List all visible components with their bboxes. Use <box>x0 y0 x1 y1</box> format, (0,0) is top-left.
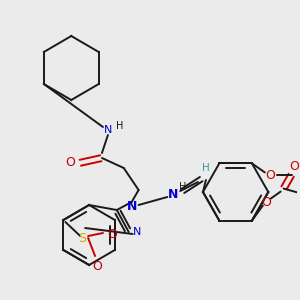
Text: S: S <box>78 232 86 244</box>
Text: H: H <box>179 182 187 192</box>
Text: H: H <box>202 163 210 173</box>
Text: O: O <box>290 160 299 173</box>
Text: N: N <box>132 227 141 237</box>
Text: O: O <box>92 260 102 272</box>
Text: N: N <box>104 125 112 135</box>
Text: N: N <box>168 188 178 202</box>
Text: N: N <box>127 200 137 214</box>
Text: O: O <box>107 229 117 242</box>
Text: H: H <box>116 121 124 131</box>
Text: O: O <box>265 169 275 182</box>
Text: O: O <box>65 157 75 169</box>
Text: O: O <box>261 196 271 209</box>
